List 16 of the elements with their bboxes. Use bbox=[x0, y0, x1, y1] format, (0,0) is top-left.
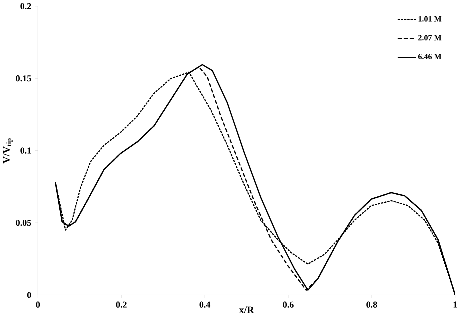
legend-label: 6.46 M bbox=[418, 54, 442, 60]
x-tick-label: 0.2 bbox=[116, 302, 127, 308]
x-axis-title: x/R bbox=[239, 306, 254, 314]
x-tick-label: 0 bbox=[36, 302, 40, 308]
x-tick-label: 0.8 bbox=[366, 302, 378, 308]
y-tick-label: 0.05 bbox=[16, 220, 32, 226]
y-axis-title: V/V$_{tip}$ bbox=[3, 138, 13, 164]
x-tick-label: 1 bbox=[454, 302, 458, 308]
legend-label: 1.01 M bbox=[418, 16, 442, 22]
y-tick-label: 0 bbox=[27, 292, 32, 298]
y-tick-label: 0.1 bbox=[20, 148, 32, 154]
legend-label: 2.07 M bbox=[418, 35, 442, 41]
y-tick-label: 0.15 bbox=[16, 76, 32, 82]
y-tick-label: 0.2 bbox=[20, 3, 32, 10]
x-tick-label: 0.4 bbox=[200, 302, 211, 308]
x-tick-label: 0.6 bbox=[283, 302, 294, 308]
